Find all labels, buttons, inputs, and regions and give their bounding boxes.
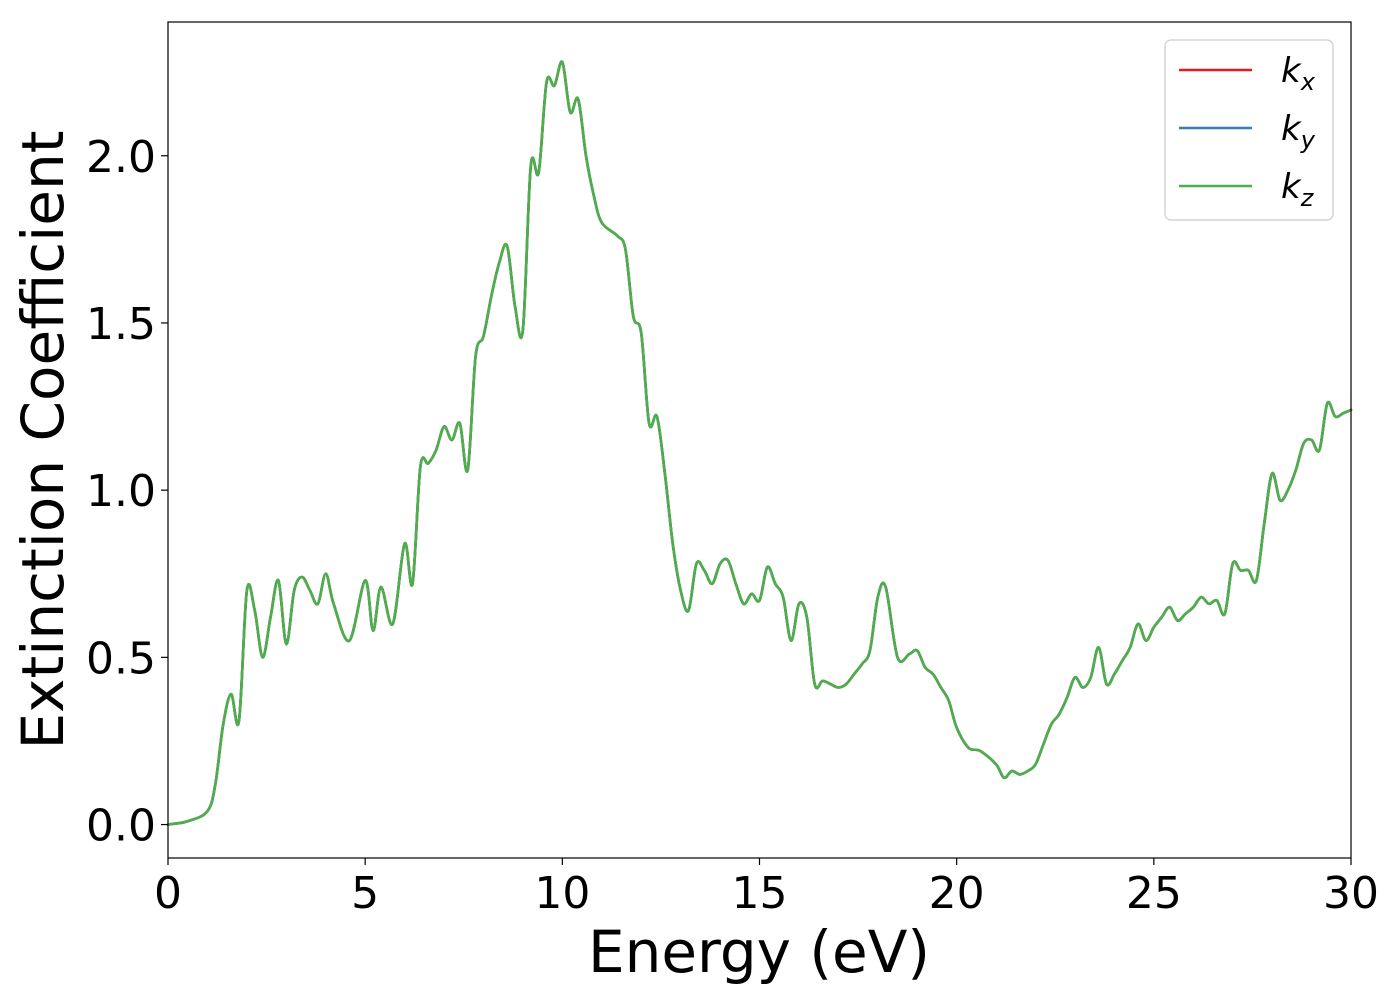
x-tick-label: 30: [1323, 868, 1379, 919]
legend-label-z: kz: [1281, 167, 1315, 212]
x-tick-label: 25: [1126, 868, 1182, 919]
x-tick-label: 5: [351, 868, 379, 919]
y-tick-label: 0.0: [86, 801, 156, 852]
y-tick-label: 0.5: [86, 633, 156, 684]
y-axis-ticks: 0.0 0.5 1.0 1.5 2.0: [86, 132, 168, 852]
legend-box: [1164, 39, 1334, 221]
y-tick-label: 1.0: [86, 466, 156, 517]
legend: kx ky kz: [1164, 39, 1334, 221]
x-tick-label: 0: [154, 868, 182, 919]
x-axis-ticks: 0 5 10 15 20 25 30: [154, 858, 1379, 919]
x-axis-label: Energy (eV): [588, 918, 930, 986]
y-tick-label: 2.0: [86, 132, 156, 183]
series-layer: [166, 60, 1353, 826]
x-tick-label: 15: [732, 868, 788, 919]
series-line-z: [166, 60, 1353, 826]
legend-label-x: kx: [1281, 51, 1316, 96]
y-tick-label: 1.5: [86, 299, 156, 350]
x-tick-label: 20: [929, 868, 985, 919]
x-tick-label: 10: [534, 868, 590, 919]
legend-label-y: ky: [1281, 109, 1316, 154]
y-axis-label: Extinction Coefficient: [9, 131, 77, 750]
legend-entries: kx ky kz: [1179, 51, 1316, 212]
